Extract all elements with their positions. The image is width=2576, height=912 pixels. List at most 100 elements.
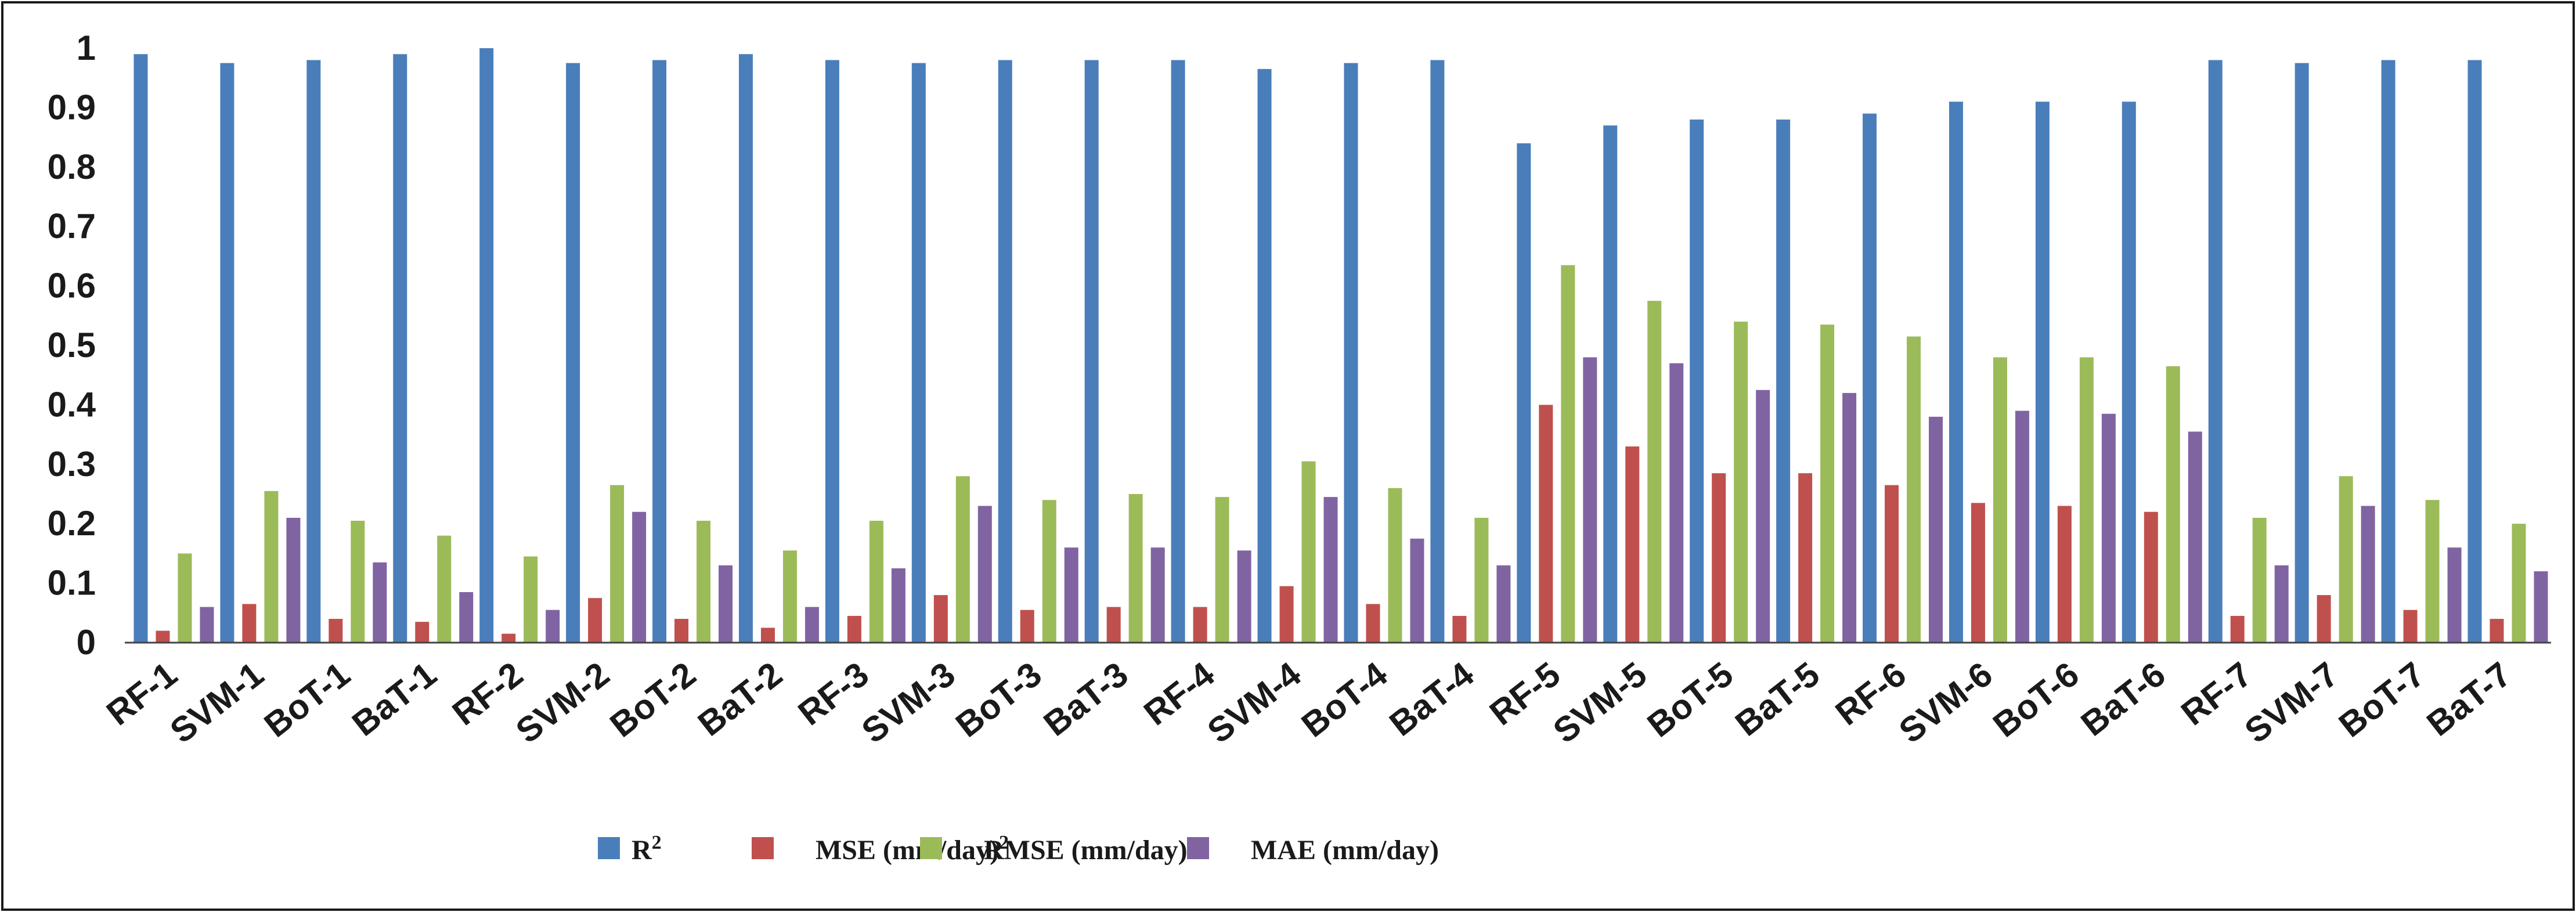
bar-svm-1-series-1 (220, 63, 234, 643)
y-tick-label: 0.2 (48, 504, 96, 543)
bar-rf-3-series-1 (825, 60, 839, 643)
bar-bot-7-series-1 (2381, 60, 2395, 643)
bar-svm-7-series-1 (2294, 63, 2309, 643)
bar-bat-4-series-1 (1430, 60, 1445, 643)
bar-bot-2-series-1 (652, 60, 667, 643)
bar-rf-4-series-2 (1193, 607, 1207, 643)
bar-bat-2-series-4 (804, 607, 819, 643)
y-tick-label: 0.7 (48, 207, 96, 246)
bar-bot-5-series-1 (1690, 119, 1704, 643)
y-tick-label: 0 (77, 623, 96, 662)
bar-bot-5-series-4 (1756, 390, 1770, 643)
bar-bat-3-series-4 (1150, 547, 1165, 643)
bar-svm-6-series-3 (1993, 357, 2007, 643)
bar-bat-5-series-3 (1820, 325, 1835, 643)
y-tick-label: 1 (77, 28, 96, 67)
legend-label: MSE (mm/day)2 (816, 832, 1009, 866)
bar-bat-6-series-3 (2166, 366, 2180, 643)
bar-svm-4-series-2 (1279, 586, 1294, 643)
bar-rf-4-series-4 (1237, 550, 1251, 643)
bar-rf-1-series-4 (200, 607, 214, 643)
bar-rf-5-series-3 (1561, 265, 1575, 643)
bar-bot-1-series-3 (351, 521, 365, 643)
bar-rf-7-series-2 (2230, 615, 2245, 643)
bar-bat-4-series-4 (1496, 565, 1511, 643)
bar-bot-6-series-1 (2035, 102, 2050, 643)
bar-bot-3-series-2 (1020, 610, 1034, 643)
bar-rf-6-series-3 (1907, 336, 1921, 643)
bar-bat-2-series-2 (760, 628, 775, 643)
bar-rf-7-series-3 (2252, 517, 2267, 643)
bar-svm-7-series-3 (2339, 476, 2353, 643)
bar-svm-5-series-4 (1669, 363, 1684, 643)
y-tick-label: 0.9 (48, 88, 96, 127)
bar-bot-1-series-1 (306, 60, 321, 643)
y-tick-label: 0.3 (48, 445, 96, 484)
bar-bat-1-series-1 (393, 54, 407, 643)
bar-bot-6-series-4 (2101, 413, 2116, 643)
bar-bat-5-series-4 (1842, 392, 1857, 643)
bar-bat-4-series-3 (1474, 517, 1489, 643)
bar-svm-4-series-3 (1301, 461, 1316, 643)
y-tick-label: 0.8 (48, 147, 96, 186)
bar-rf-5-series-1 (1517, 143, 1531, 643)
bar-bat-5-series-2 (1798, 473, 1813, 643)
bar-rf-6-series-4 (1929, 416, 1943, 643)
bar-bat-3-series-2 (1106, 607, 1121, 643)
bar-svm-5-series-1 (1603, 125, 1618, 643)
bar-rf-7-series-1 (2208, 60, 2223, 643)
bar-series-group (134, 48, 2548, 643)
bar-rf-5-series-2 (1539, 405, 1553, 643)
bar-svm-6-series-2 (1971, 503, 1985, 643)
bar-bot-1-series-2 (329, 619, 343, 643)
bar-bot-7-series-4 (2447, 547, 2462, 643)
bar-rf-1-series-2 (156, 630, 170, 643)
bar-rf-6-series-2 (1885, 485, 1899, 643)
bar-bot-2-series-3 (697, 521, 711, 643)
legend-label: RMSE (mm/day) (984, 835, 1188, 866)
bar-bat-2-series-1 (738, 54, 753, 643)
bar-bot-6-series-2 (2057, 506, 2072, 643)
bar-bat-7-series-1 (2467, 60, 2482, 643)
bar-bat-7-series-4 (2534, 571, 2548, 643)
bar-svm-2-series-1 (566, 63, 580, 643)
bar-bot-6-series-3 (2079, 357, 2094, 643)
bar-rf-2-series-1 (479, 48, 494, 643)
bar-bat-4-series-2 (1452, 615, 1467, 643)
y-axis-ticks: 0 0.1 0.2 0.3 0.4 0.5 0.6 0.7 0.8 0.9 1 (48, 28, 96, 662)
bar-rf-3-series-3 (869, 521, 883, 643)
bar-svm-4-series-4 (1323, 497, 1338, 643)
bar-bat-3-series-3 (1128, 494, 1143, 643)
bar-bat-6-series-2 (2144, 511, 2158, 643)
bar-bat-1-series-4 (459, 592, 474, 643)
bar-bot-4-series-2 (1366, 604, 1380, 643)
bar-rf-3-series-4 (891, 568, 905, 643)
bar-svm-6-series-1 (1949, 102, 1963, 643)
bar-svm-6-series-4 (2015, 410, 2029, 643)
bar-svm-2-series-3 (610, 485, 625, 643)
bar-rf-4-series-1 (1171, 60, 1185, 643)
bar-bat-7-series-3 (2512, 524, 2526, 643)
bar-bot-7-series-3 (2425, 500, 2440, 643)
bar-rf-2-series-3 (524, 556, 538, 643)
bar-bot-3-series-3 (1042, 500, 1056, 643)
legend-swatch (598, 837, 620, 859)
bar-svm-3-series-1 (911, 63, 926, 643)
bar-bot-5-series-3 (1734, 322, 1748, 643)
bar-svm-3-series-2 (933, 595, 948, 643)
bar-rf-2-series-2 (502, 633, 516, 643)
bar-svm-5-series-2 (1625, 446, 1640, 643)
bar-bot-1-series-4 (373, 562, 387, 643)
bar-rf-7-series-4 (2274, 565, 2289, 643)
bar-rf-4-series-3 (1215, 497, 1229, 643)
bar-rf-1-series-3 (178, 553, 192, 643)
bar-bot-2-series-4 (719, 565, 733, 643)
bar-rf-2-series-4 (546, 610, 560, 643)
bar-bot-7-series-2 (2403, 610, 2418, 643)
bar-bat-3-series-1 (1084, 60, 1099, 643)
bar-bot-3-series-4 (1064, 547, 1078, 643)
legend-swatch (1187, 837, 1209, 859)
